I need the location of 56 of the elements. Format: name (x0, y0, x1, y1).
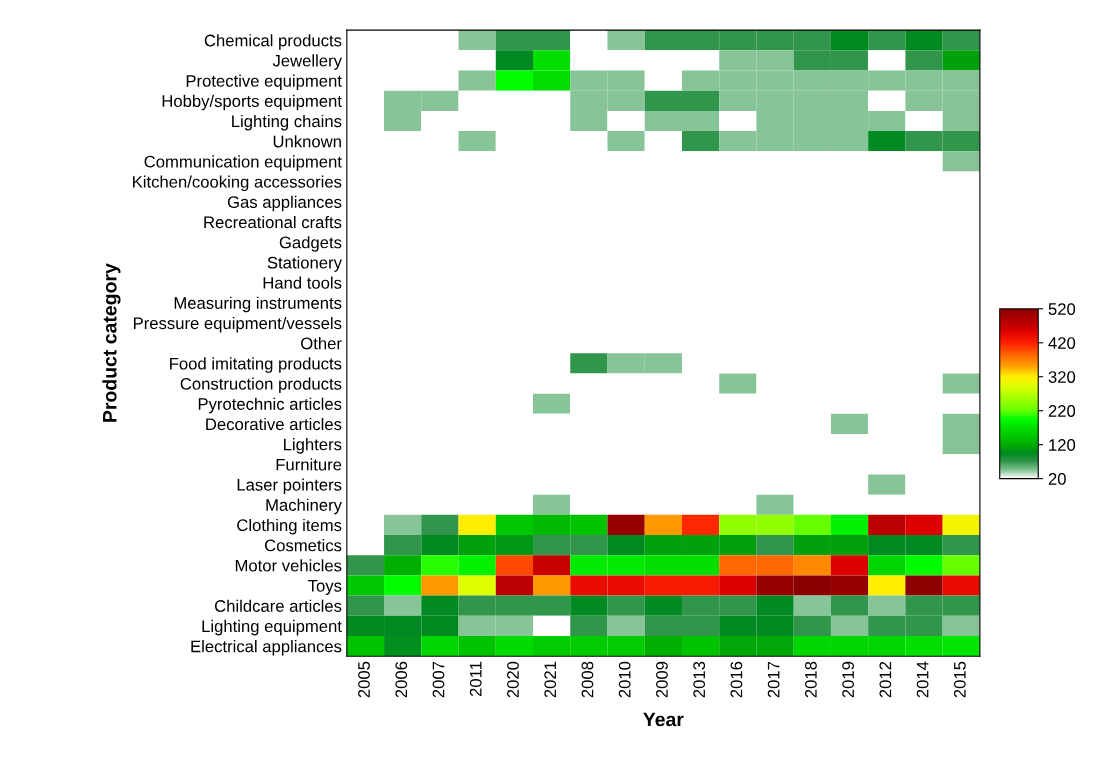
y-tick-label: Lighting equipment (202, 619, 342, 636)
y-tick-label: Hobby/sports equipment (162, 94, 342, 111)
y-axis-title: Product category (102, 263, 121, 422)
x-tick-label: 2016 (730, 661, 743, 698)
x-tick-label: 2015 (953, 661, 966, 698)
x-tick-label: 2005 (358, 661, 370, 698)
y-tick-label: Measuring instruments (174, 296, 342, 313)
x-tick-label: 2020 (507, 661, 519, 698)
color-bar-label: 320 (1048, 371, 1076, 383)
y-tick-label: Pressure equipment/vessels (133, 316, 342, 333)
color-bar-label: 220 (1048, 405, 1076, 417)
y-tick-label: Recreational crafts (204, 215, 342, 229)
y-tick-label: Chemical products (204, 34, 342, 50)
y-tick-label: Jewellery (272, 54, 342, 70)
color-bar-label: 520 (1048, 303, 1076, 315)
y-tick-label: Construction products (180, 377, 342, 394)
x-tick-label: 2011 (469, 661, 482, 697)
y-tick-label: Lighting chains (232, 114, 342, 131)
x-tick-label: 2012 (879, 661, 892, 698)
y-tick-label: Machinery (266, 498, 342, 515)
y-tick-label: Gadgets (279, 236, 342, 252)
x-tick-label: 2008 (581, 661, 594, 698)
y-tick-label: Motor vehicles (235, 559, 342, 572)
x-tick-label: 2018 (804, 661, 817, 698)
y-tick-label: Childcare articles (214, 599, 342, 612)
color-bar-label: 420 (1048, 337, 1076, 349)
y-tick-label: Other (301, 337, 342, 350)
y-tick-label: Electrical appliances (191, 640, 342, 656)
y-tick-label: Furniture (276, 458, 342, 471)
x-tick-label: 2017 (767, 661, 780, 698)
y-tick-label: Hand tools (263, 276, 342, 289)
color-bar-label: 120 (1049, 439, 1076, 451)
x-tick-label: 2019 (842, 661, 855, 698)
y-tick-label: Protective equipment (186, 74, 342, 91)
x-axis-title: Year (643, 712, 684, 727)
x-tick-label: 2021 (544, 661, 557, 698)
y-tick-label: Unknown (273, 135, 341, 148)
y-tick-label: Clothing items (237, 518, 342, 535)
y-tick-label: Stationery (267, 256, 342, 272)
y-tick-label: Gas appliances (227, 195, 342, 212)
y-tick-label: Kitchen/cooking accessories (133, 175, 342, 192)
y-tick-label: Lighters (284, 438, 342, 454)
y-tick-label: Food imitating products (170, 357, 342, 373)
x-tick-label: 2006 (395, 661, 408, 698)
y-tick-label: Pyrotechnic articles (198, 397, 342, 414)
y-tick-label: Toys (308, 580, 342, 596)
color-bar-label: 20 (1048, 473, 1066, 485)
y-tick-label: Communication equipment (144, 155, 342, 171)
x-tick-label: 2007 (432, 661, 445, 698)
x-tick-label: 2014 (916, 661, 929, 698)
y-tick-label: Laser pointers (237, 478, 342, 495)
y-tick-label: Cosmetics (265, 539, 342, 552)
y-tick-label: Decorative articles (206, 417, 342, 431)
x-tick-label: 2009 (656, 661, 668, 698)
x-tick-label: 2013 (693, 661, 706, 698)
x-tick-label: 2010 (618, 661, 631, 698)
